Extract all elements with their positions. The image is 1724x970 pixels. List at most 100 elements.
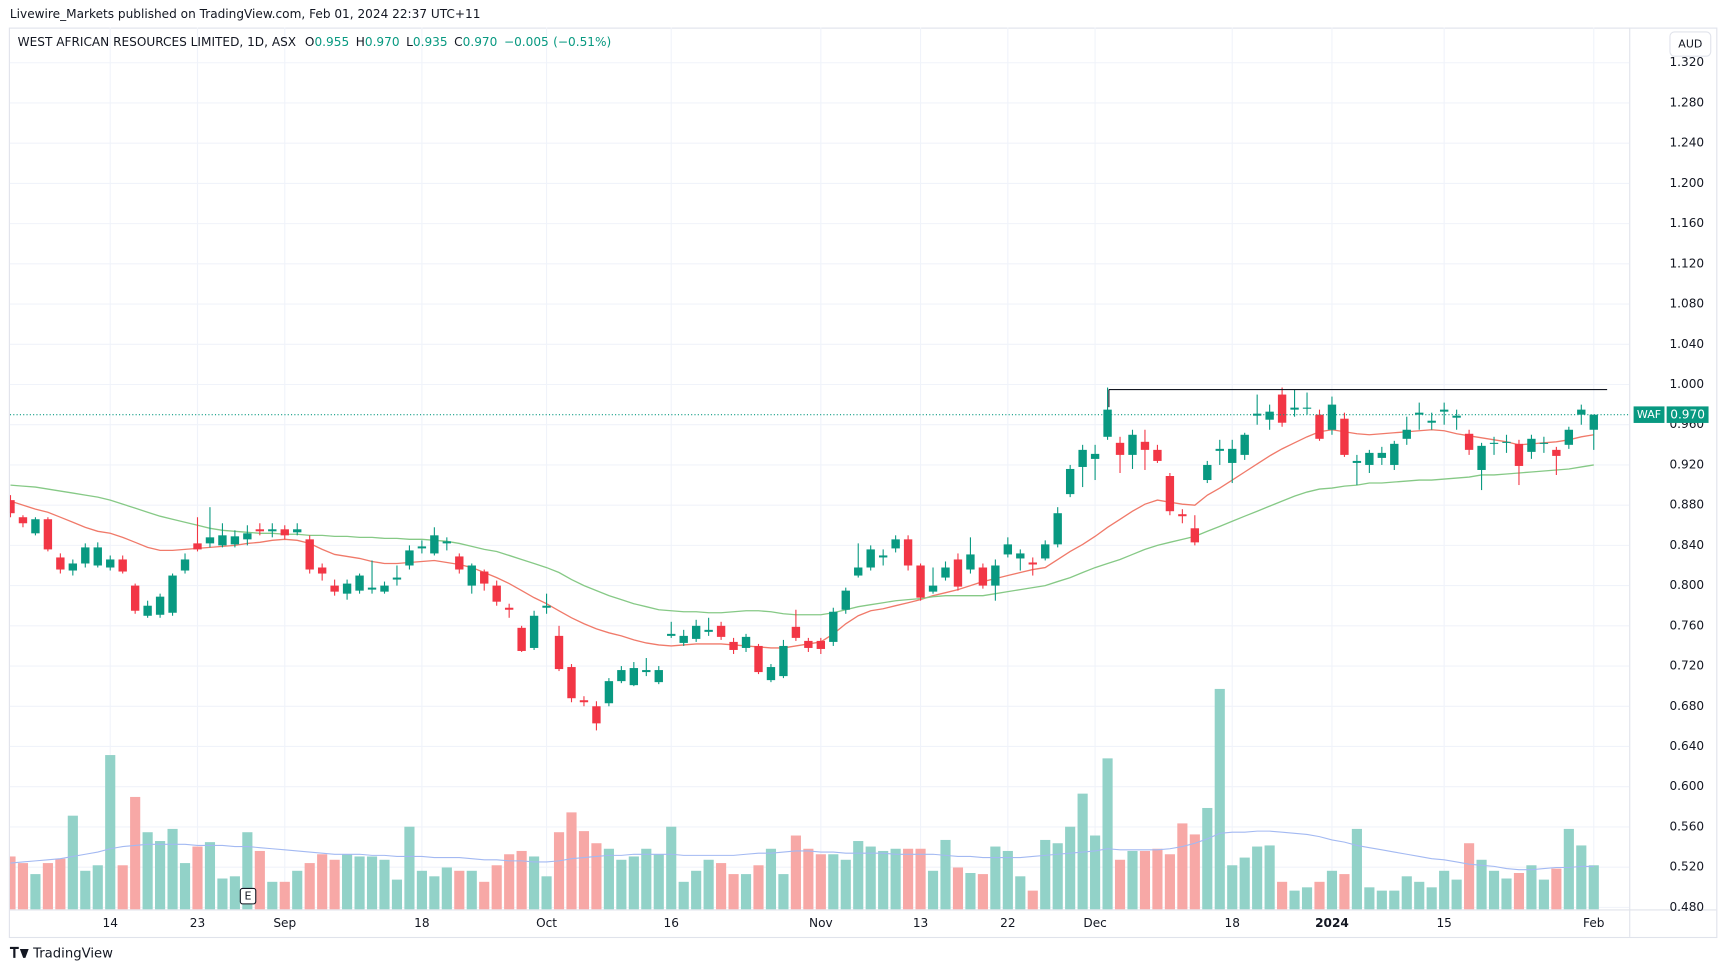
candle-body <box>642 670 651 673</box>
candle-body <box>841 590 850 610</box>
last-price-label: 0.970 <box>1670 408 1705 422</box>
volume-bar <box>491 865 502 910</box>
legend-value: 0.970 <box>463 34 498 48</box>
volume-bar <box>740 874 752 910</box>
volume-bar <box>1139 850 1151 910</box>
candle-body <box>168 575 177 613</box>
volume-bar <box>878 850 889 910</box>
volume-bar <box>1339 874 1350 910</box>
volume-bar <box>541 876 552 910</box>
candle-body <box>205 537 215 544</box>
volume-bar <box>703 859 714 910</box>
candle-body <box>953 559 963 587</box>
x-tick-label: 15 <box>1436 916 1451 930</box>
candle-body <box>1016 553 1025 559</box>
y-tick-label: 0.760 <box>1669 618 1704 632</box>
footer: TradingView <box>32 946 113 961</box>
candle-body <box>1489 442 1499 444</box>
volume-bar <box>1314 881 1325 910</box>
candle-body <box>1527 438 1536 452</box>
volume-bar <box>30 874 41 910</box>
y-tick-label: 1.040 <box>1669 337 1704 351</box>
volume-bar <box>1002 850 1013 910</box>
legend-value: 0.935 <box>413 34 448 48</box>
volume-bar <box>105 755 116 910</box>
candle-body <box>729 641 738 650</box>
candle-body <box>130 585 140 611</box>
candle-body <box>180 559 190 571</box>
volume-bar <box>1351 828 1362 910</box>
volume-bar <box>1538 879 1549 910</box>
candle-body <box>1203 464 1212 481</box>
candle-body <box>1178 514 1187 517</box>
volume-bar <box>653 854 664 910</box>
volume-bar <box>1065 826 1076 910</box>
x-tick-label: Dec <box>1083 916 1106 930</box>
volume-bar <box>1464 843 1475 910</box>
volume-bar <box>292 870 303 910</box>
candle-body <box>704 629 713 632</box>
tv-logo <box>9 946 29 958</box>
candle-body <box>941 567 950 578</box>
volume-bar <box>130 796 141 910</box>
candle-body <box>480 571 489 584</box>
volume-bar <box>1439 870 1450 910</box>
volume-bar <box>716 863 727 910</box>
candle-body <box>380 585 389 592</box>
candle-body <box>716 625 726 637</box>
candle-body <box>504 607 514 610</box>
candle-body <box>604 681 614 704</box>
candle-body <box>1103 409 1112 437</box>
candle-body <box>1589 414 1598 430</box>
x-tick-label: 22 <box>1000 916 1015 930</box>
candle-body <box>1315 414 1324 439</box>
volume-bar <box>853 841 864 910</box>
volume-bar <box>1040 839 1051 910</box>
candle-body <box>118 559 127 572</box>
candle-body <box>567 667 576 699</box>
candle-body <box>81 547 90 564</box>
y-tick-label: 0.480 <box>1669 900 1704 914</box>
candle-body <box>1153 449 1162 461</box>
candle-body <box>355 575 364 591</box>
volume-bar <box>516 850 527 910</box>
candle-body <box>1352 460 1362 463</box>
candle-body <box>691 625 701 639</box>
candle-body <box>1128 434 1137 455</box>
candle-body <box>1514 443 1524 466</box>
y-tick-label: 0.720 <box>1669 659 1704 673</box>
candle-body <box>1215 448 1224 451</box>
candle-body <box>56 557 65 570</box>
candle-body <box>1065 468 1075 495</box>
candle-body <box>1552 449 1561 456</box>
ma-line <box>10 429 1594 649</box>
legend-symbol: WEST AFRICAN RESOURCES LIMITED, 1D, ASX <box>18 34 296 48</box>
volume-bar <box>1389 890 1400 910</box>
volume-bar <box>765 848 777 910</box>
candle-body <box>966 554 975 570</box>
volume-bar <box>977 874 988 910</box>
candle-body <box>430 535 439 554</box>
currency[interactable]: AUD <box>1678 38 1702 51</box>
volume-bar <box>416 870 427 910</box>
volume-bar <box>1077 793 1088 910</box>
volume-bar <box>1090 835 1101 910</box>
legend-key: C <box>454 34 462 48</box>
volume-bar <box>840 859 851 910</box>
candle-body <box>367 587 377 590</box>
legend: WEST AFRICAN RESOURCES LIMITED, 1D, ASX O… <box>18 34 612 48</box>
volume-bar <box>1252 846 1263 910</box>
candle-body <box>492 585 501 602</box>
x-tick-label: 2024 <box>1315 916 1349 930</box>
currency-button[interactable] <box>1669 31 1712 57</box>
candle-body <box>230 536 240 545</box>
volume-bar <box>1264 845 1275 910</box>
candle-body <box>978 567 988 586</box>
legend-key: L <box>406 34 413 48</box>
candle-body <box>243 533 252 540</box>
volume-bar <box>1177 823 1188 910</box>
volume-bar <box>267 881 278 910</box>
volume-bar <box>254 850 265 910</box>
volume-bar <box>903 848 914 910</box>
